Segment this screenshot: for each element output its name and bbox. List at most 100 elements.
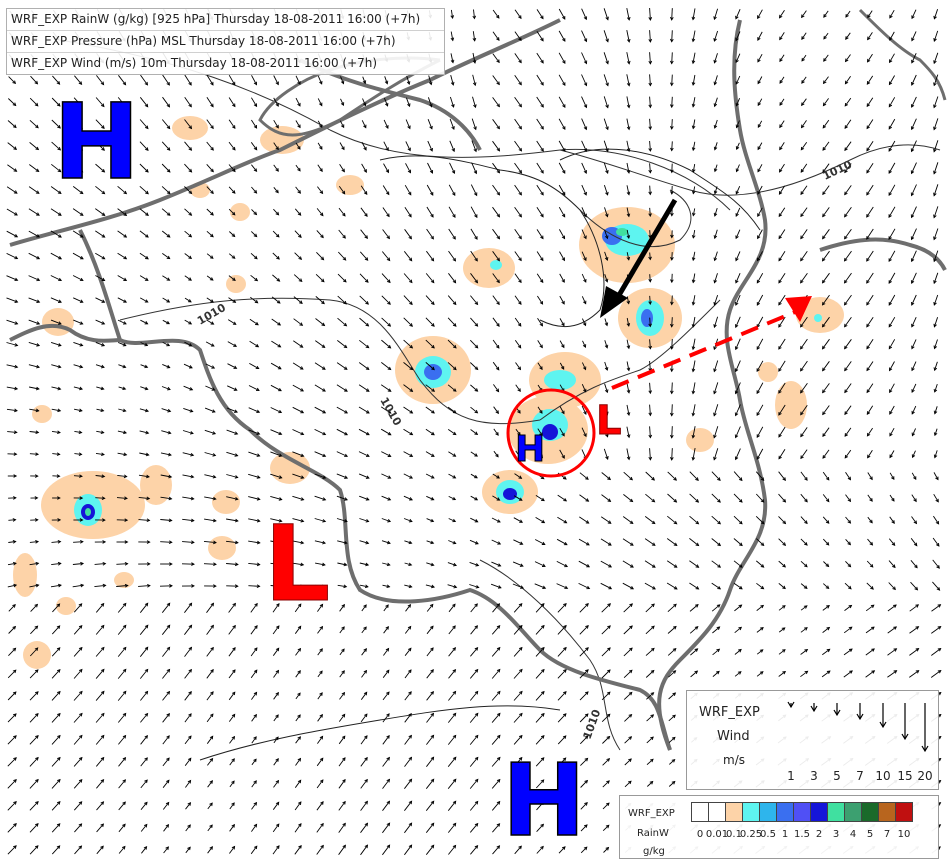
wind-vector-head [101,277,106,281]
wind-vector [184,758,192,766]
wind-vector-head [735,257,739,262]
wind-vector [381,473,391,479]
wind-vector-head [778,257,782,262]
wind-vector [74,408,82,412]
wind-vector-head [669,104,674,109]
wind-vector [602,758,610,766]
wind-vector-head [188,321,193,325]
wind-vector [470,603,478,613]
wind-vector [405,141,411,151]
wind-vector-head [695,542,700,547]
country-border [819,237,947,271]
wind-vector [888,316,896,328]
wind-vector-head [452,214,456,219]
wind-vector [513,691,523,701]
wind-vector-head [910,170,915,175]
wind-vector-head [604,278,609,283]
wind-vector [470,517,478,523]
wind-vector [845,494,851,502]
wind-vector-head [804,520,808,525]
wind-vector [559,340,565,348]
wind-vector-head [866,389,871,394]
wind-vector [514,823,522,833]
wind-vector-head [822,213,826,218]
rain-core [85,508,91,516]
wind-vector-head [100,690,105,695]
wind-vector-head [628,736,633,740]
wind-vector [95,452,105,456]
wind-vector-head [562,170,566,174]
wind-vector [756,627,764,633]
wind-vector-head [211,387,216,391]
wind-vector-head [14,277,19,282]
wind-vector-head [450,15,455,20]
wind-vector-head [188,81,192,86]
wind-vector [735,251,741,261]
wind-vector-head [387,540,391,545]
wind-vector [336,473,348,479]
wind-vector-head [190,474,195,479]
wind-vector [645,625,655,635]
wind-vector-head [914,586,919,591]
wind-vector [73,364,83,368]
wind-vector-head [583,300,587,305]
wind-vector [887,626,897,634]
wind-vector-head [364,235,368,240]
wind-vector [337,251,347,261]
wind-vector [911,317,917,327]
wind-vector [381,317,391,327]
wind-vector [800,471,808,481]
wind-vector [139,647,149,657]
wind-vector-head [34,845,39,849]
wind-vector [623,603,633,613]
isobar-label: 1010 [377,395,404,428]
wind-vector-head [888,258,892,263]
wind-vector [626,317,630,327]
wind-vector [116,497,128,499]
wind-vector [604,340,608,348]
wind-vector-head [843,301,848,306]
wind-vector [229,736,235,744]
wind-vector-head [122,342,127,347]
wind-vector-head [778,168,783,173]
wind-vector [865,648,875,656]
wind-vector [910,538,918,546]
wind-vector-head [102,561,107,566]
wind-vector-head [363,669,368,674]
wind-vector-head [35,561,40,566]
wind-vector [6,208,18,216]
wind-vector-head [691,434,696,439]
wind-vector [579,625,589,635]
wind-vector [426,691,434,701]
wind-vector [888,97,896,107]
wind-vector-head [191,584,195,588]
wind-vector-head [188,690,192,695]
wind-vector-head [321,562,326,567]
wind-vector-head [822,235,826,240]
wind-vector-head [211,409,216,413]
wind-vector-head [407,625,412,630]
wind-vector-head [212,431,217,435]
wind-vector [493,384,499,392]
wind-vector-head [540,81,544,86]
wind-vector-head [188,125,193,130]
wind-vector [447,735,457,745]
wind-vector [426,206,434,218]
rain-swatch [776,802,794,822]
wind-vector-head [322,388,326,392]
wind-vector-head [648,126,653,131]
wind-vector-head [144,81,149,86]
wind-vector-head [648,213,652,218]
wind-vector-head [734,390,739,395]
wind-vector [711,493,721,503]
wind-vector [714,119,718,129]
wind-vector [649,230,651,238]
wind-vector-head [341,146,345,151]
wind-vector [139,252,149,260]
wind-vector-head [166,190,171,195]
wind-vector-head [735,213,739,217]
wind-vector [338,757,346,767]
wind-vector-head [648,323,653,328]
